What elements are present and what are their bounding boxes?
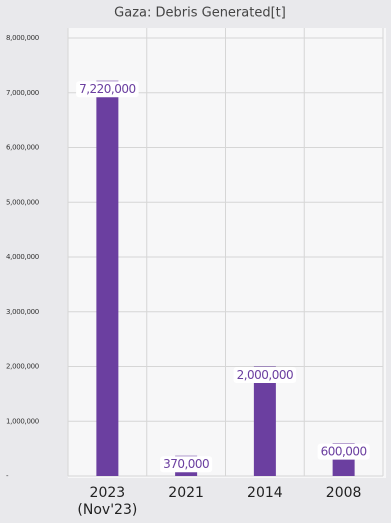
bar xyxy=(253,366,276,476)
plot-area xyxy=(68,28,386,478)
x-tick-label: 2014 xyxy=(247,485,283,501)
bar xyxy=(96,80,119,476)
y-tick-label: 7,000,000 xyxy=(6,89,39,97)
x-tick-label: 2023 (Nov'23) xyxy=(77,485,137,518)
x-tick-label: 2021 xyxy=(168,485,204,501)
x-tick-label-line: (Nov'23) xyxy=(77,502,137,518)
value-label-box xyxy=(317,443,370,460)
x-tick-label: 2008 xyxy=(326,485,362,501)
y-tick-label: 4,000,000 xyxy=(6,253,39,261)
value-label-box xyxy=(233,367,297,383)
y-tick-label: - xyxy=(6,472,9,480)
y-tick-label: 2,000,000 xyxy=(6,363,39,371)
y-tick-label: 3,000,000 xyxy=(6,308,39,316)
y-tick-label: 1,000,000 xyxy=(6,417,39,425)
chart-title: Gaza: Debris Generated[t] xyxy=(114,6,286,21)
y-tick-label: 5,000,000 xyxy=(6,198,39,206)
y-tick-label: 6,000,000 xyxy=(6,144,39,152)
value-label: 600,000 xyxy=(321,445,367,459)
value-label: 2,000,000 xyxy=(237,368,294,382)
y-tick-label: 8,000,000 xyxy=(6,34,39,42)
value-label-box xyxy=(76,81,139,98)
value-label: 7,220,000 xyxy=(79,82,136,96)
value-label: 370,000 xyxy=(163,457,209,471)
x-tick-label-line: 2023 xyxy=(90,485,126,501)
value-label-box xyxy=(160,456,213,473)
